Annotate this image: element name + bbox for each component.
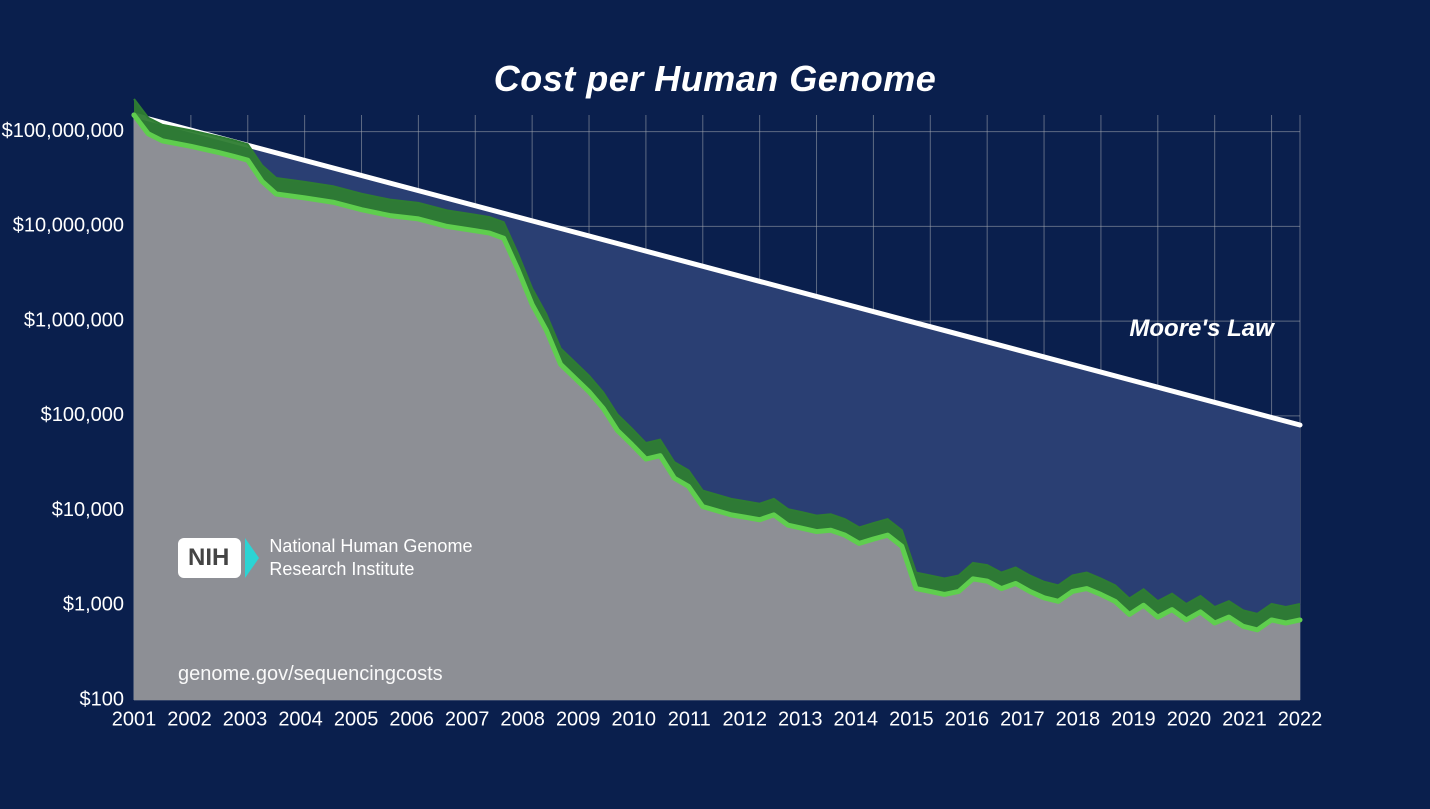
svg-text:$1,000: $1,000 xyxy=(63,594,124,616)
logo-org-text: National Human Genome Research Institute xyxy=(269,535,472,580)
svg-text:$100: $100 xyxy=(80,688,125,710)
svg-text:2007: 2007 xyxy=(445,709,490,731)
logo-org-line1: National Human Genome xyxy=(269,535,472,558)
svg-text:2022: 2022 xyxy=(1278,709,1323,731)
svg-text:2006: 2006 xyxy=(389,709,434,731)
svg-text:2018: 2018 xyxy=(1056,709,1101,731)
logo-org-line2: Research Institute xyxy=(269,558,472,581)
nih-logo: NIH National Human Genome Research Insti… xyxy=(178,535,472,580)
svg-text:$1,000,000: $1,000,000 xyxy=(24,309,124,331)
svg-text:2021: 2021 xyxy=(1222,709,1267,731)
svg-text:2002: 2002 xyxy=(167,709,212,731)
source-url-label: genome.gov/sequencingcosts xyxy=(178,663,443,685)
x-axis-labels: 2001 2002 2003 2004 2005 2006 2007 2008 2009 2010… xyxy=(112,709,1323,731)
y-axis-labels: $100,000,000 $10,000,000 $1,000,000 $100,00… xyxy=(2,120,124,710)
svg-text:2001: 2001 xyxy=(112,709,157,731)
svg-text:$10,000,000: $10,000,000 xyxy=(13,215,124,237)
svg-text:2008: 2008 xyxy=(500,709,545,731)
svg-text:$100,000: $100,000 xyxy=(41,404,124,426)
svg-text:2017: 2017 xyxy=(1000,709,1045,731)
svg-text:2012: 2012 xyxy=(723,709,768,731)
svg-text:2015: 2015 xyxy=(889,709,934,731)
svg-text:2020: 2020 xyxy=(1167,709,1212,731)
svg-text:2003: 2003 xyxy=(223,709,268,731)
svg-text:2016: 2016 xyxy=(945,709,990,731)
svg-text:2009: 2009 xyxy=(556,709,601,731)
logo-chevron-icon xyxy=(245,538,259,578)
svg-text:$100,000,000: $100,000,000 xyxy=(2,120,124,142)
chart-svg: $100,000,000 $10,000,000 $1,000,000 $100,00… xyxy=(0,0,1430,809)
svg-text:2010: 2010 xyxy=(611,709,656,731)
chart-container: Cost per Human Genome $100,000,000$10,00… xyxy=(0,0,1430,809)
nih-badge: NIH xyxy=(178,538,241,578)
svg-text:$10,000: $10,000 xyxy=(52,499,124,521)
svg-text:2005: 2005 xyxy=(334,709,379,731)
svg-text:2013: 2013 xyxy=(778,709,823,731)
svg-text:2011: 2011 xyxy=(668,709,711,731)
moore-law-label: Moore's Law xyxy=(1129,315,1275,342)
svg-text:2014: 2014 xyxy=(834,709,879,731)
svg-text:2019: 2019 xyxy=(1111,709,1156,731)
svg-text:2004: 2004 xyxy=(278,709,323,731)
